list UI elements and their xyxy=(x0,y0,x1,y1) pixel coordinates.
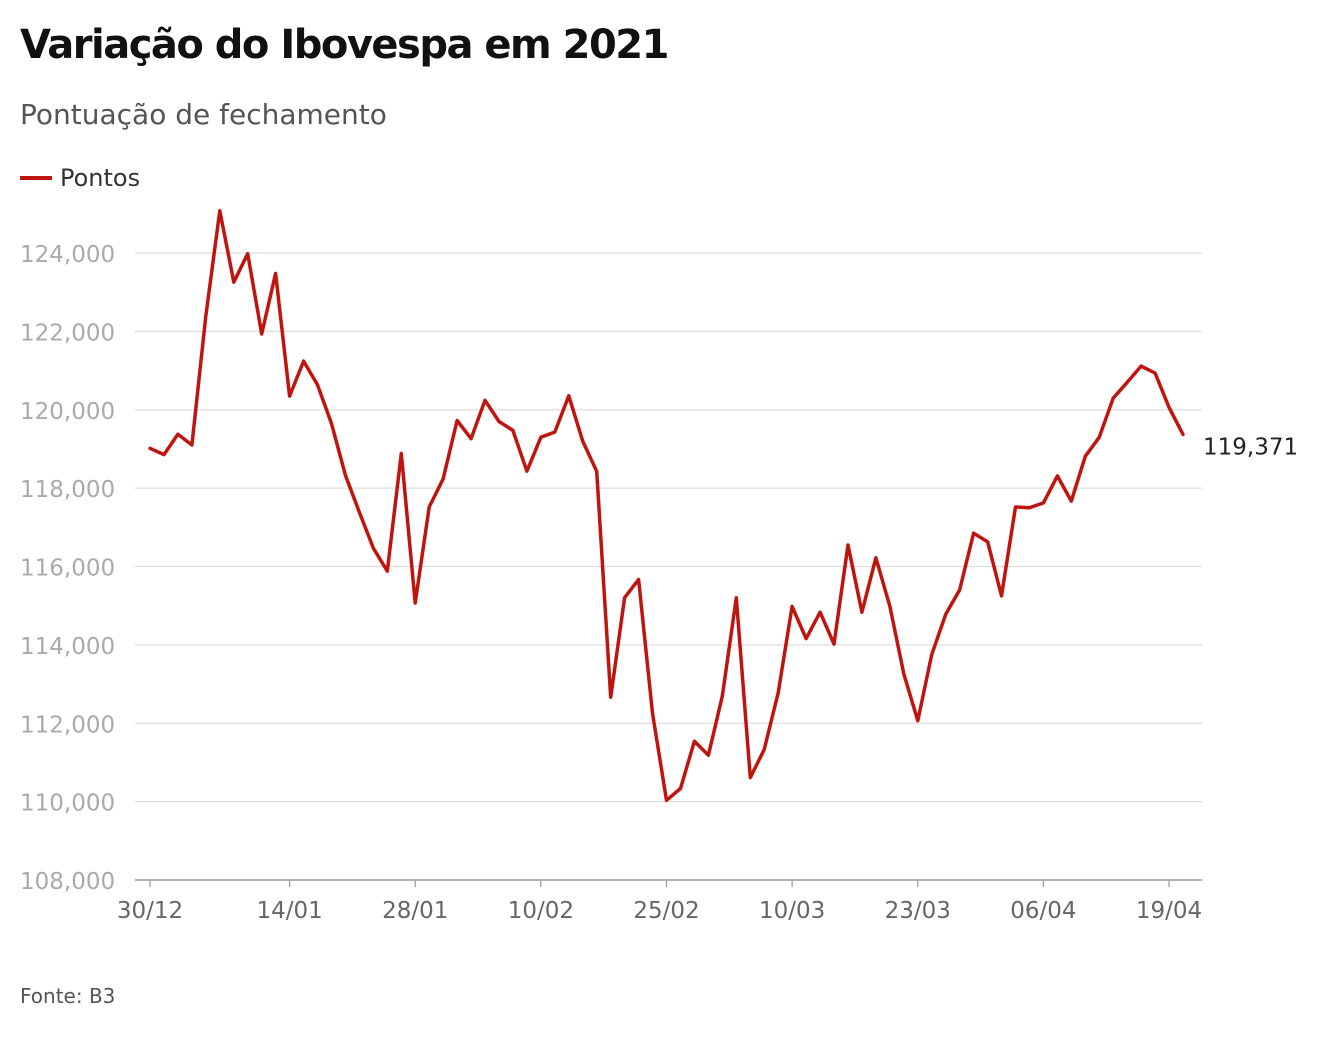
chart-legend: Pontos xyxy=(20,164,140,192)
x-tick-label: 10/03 xyxy=(759,898,825,924)
series-layer xyxy=(148,209,1185,803)
y-tick-label: 116,000 xyxy=(20,556,115,582)
x-tick-label: 25/02 xyxy=(633,898,699,924)
page-title: Variação do Ibovespa em 2021 xyxy=(20,22,669,68)
series-line-pontos xyxy=(148,209,1185,803)
end-value-label: 119,371 xyxy=(1203,434,1298,460)
y-axis: 108,000 110,000 112,000 114,000 116,000 118,0… xyxy=(20,242,115,895)
x-tick-label: 23/03 xyxy=(885,898,951,924)
y-tick-label: 118,000 xyxy=(20,477,115,503)
page-subtitle: Pontuação de fechamento xyxy=(20,98,387,131)
grid-lines xyxy=(135,252,1202,881)
y-tick-label: 110,000 xyxy=(20,791,115,817)
y-tick-label: 112,000 xyxy=(20,712,115,738)
legend-swatch-pontos xyxy=(20,176,52,180)
x-tick-label: 14/01 xyxy=(256,898,322,924)
x-tick-label: 28/01 xyxy=(382,898,448,924)
x-tick-label: 19/04 xyxy=(1136,898,1202,924)
x-tick-label: 10/02 xyxy=(508,898,574,924)
y-tick-label: 122,000 xyxy=(20,320,115,346)
end-label-layer: 119,371 xyxy=(1203,434,1298,460)
source-note: Fonte: B3 xyxy=(20,984,116,1008)
y-tick-label: 124,000 xyxy=(20,242,115,268)
y-tick-label: 120,000 xyxy=(20,399,115,425)
x-axis: 30/12 14/01 28/01 10/02 25/02 10/03 23/03 06/04… xyxy=(117,880,1202,924)
x-tick-label: 30/12 xyxy=(117,898,183,924)
y-tick-label: 114,000 xyxy=(20,634,115,660)
y-tick-label: 108,000 xyxy=(20,869,115,895)
legend-label-pontos: Pontos xyxy=(60,164,141,192)
x-tick-label: 06/04 xyxy=(1010,898,1076,924)
